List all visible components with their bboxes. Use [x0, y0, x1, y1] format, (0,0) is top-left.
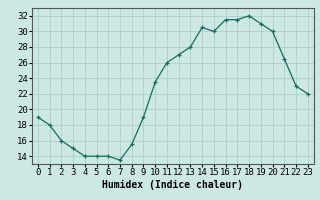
X-axis label: Humidex (Indice chaleur): Humidex (Indice chaleur)	[102, 180, 243, 190]
